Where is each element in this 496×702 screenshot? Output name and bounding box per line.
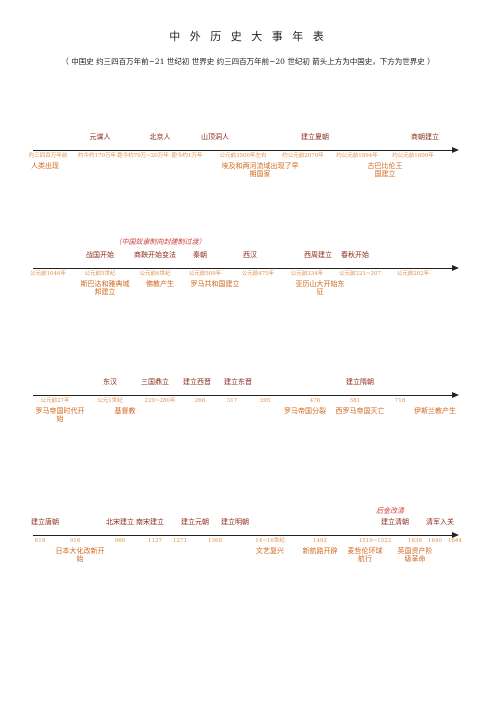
date: 公元前3500年左右 bbox=[219, 153, 267, 159]
period-note: （中国奴隶制向封建制过渡） bbox=[114, 238, 206, 246]
date: 1127 bbox=[148, 538, 162, 544]
world-event: 埃及和两河流域出现了早期国家 bbox=[221, 162, 299, 179]
world-event: 佛教产生 bbox=[146, 280, 174, 288]
china-event: 北宋建立 bbox=[106, 518, 134, 526]
china-event: 建立明朝 bbox=[221, 518, 249, 526]
china-event: 战国开始 bbox=[86, 251, 114, 259]
china-event: 建立唐朝 bbox=[31, 518, 59, 526]
world-event: 斯巴达和雅典城邦建立 bbox=[80, 280, 130, 297]
date: 1492 bbox=[313, 538, 327, 544]
china-event: 北京人 bbox=[149, 133, 171, 141]
china-event: 秦朝 bbox=[193, 251, 207, 259]
world-event: 日本大化改新开始 bbox=[55, 547, 105, 564]
china-event: 商鞅开始变法 bbox=[134, 251, 176, 259]
world-event: 亚历山大开始东征 bbox=[295, 280, 345, 297]
china-event: 商朝建立 bbox=[411, 133, 439, 141]
china-event: 东汉 bbox=[103, 378, 117, 386]
date: 公元前5世纪 bbox=[84, 271, 116, 277]
date: 317 bbox=[226, 398, 238, 404]
world-event: 西罗马帝国灭亡 bbox=[335, 407, 385, 415]
date: 220~280年 bbox=[144, 398, 176, 404]
date: 约公元前1894年 bbox=[336, 153, 378, 159]
date: 1640 bbox=[428, 538, 442, 544]
china-event: 建立东晋 bbox=[224, 378, 252, 386]
timeline-arrow bbox=[33, 147, 459, 153]
date: 1271 bbox=[173, 538, 187, 544]
date: 公元前1046年 bbox=[30, 271, 66, 277]
china-event: 三国鼎立 bbox=[141, 378, 169, 386]
world-event: 伊斯兰教产生 bbox=[414, 407, 456, 415]
date: 约公元前1600年 bbox=[392, 153, 434, 159]
date: 公元前202年 bbox=[396, 271, 430, 277]
world-event: 人类出现 bbox=[31, 162, 59, 170]
date: 1636 bbox=[408, 538, 422, 544]
date: 1644 bbox=[448, 538, 462, 544]
date: 公元1世纪 bbox=[97, 398, 123, 404]
date: 960 bbox=[114, 538, 126, 544]
period-note: 后金改清 bbox=[376, 507, 404, 515]
china-event: 建立夏朝 bbox=[301, 133, 329, 141]
date: 266 bbox=[194, 398, 206, 404]
timeline-arrow bbox=[33, 392, 459, 398]
china-event: 元谋人 bbox=[89, 133, 111, 141]
world-event: 罗马帝国分裂 bbox=[284, 407, 326, 415]
china-event: 西汉 bbox=[243, 251, 257, 259]
date: 916 bbox=[69, 538, 81, 544]
date: 1519~1522 bbox=[358, 538, 392, 544]
date: 约今约170万年 bbox=[78, 153, 116, 159]
china-event: 建立清朝 bbox=[381, 518, 409, 526]
title: 中 外 历 史 大 事 年 表 bbox=[169, 30, 327, 43]
date: 公元前509年 bbox=[188, 271, 222, 277]
timeline-arrow bbox=[33, 265, 459, 271]
world-event: 罗马帝国时代开始 bbox=[35, 407, 85, 424]
date: 公元前334年 bbox=[290, 271, 324, 277]
world-event: 新航路开辟 bbox=[302, 547, 338, 555]
date: 公元前27年 bbox=[40, 398, 70, 404]
world-event: 古巴比伦王国建立 bbox=[367, 162, 403, 179]
date: 618 bbox=[34, 538, 46, 544]
china-event: 春秋开始 bbox=[341, 251, 369, 259]
date: 395 bbox=[259, 398, 271, 404]
date: 公元前475年 bbox=[241, 271, 275, 277]
world-event: 麦哲伦环球航行 bbox=[347, 547, 383, 564]
china-event: 西周建立 bbox=[304, 251, 332, 259]
world-event: 文艺复兴 bbox=[256, 547, 284, 555]
date: 约三四百万年前 bbox=[28, 153, 68, 159]
date: 476 bbox=[309, 398, 321, 404]
china-event: 建立隋朝 bbox=[346, 378, 374, 386]
date: 718 bbox=[394, 398, 406, 404]
date: 1368 bbox=[208, 538, 222, 544]
china-event: 南宋建立 bbox=[136, 518, 164, 526]
date: 公元前6世纪 bbox=[139, 271, 171, 277]
world-event: 罗马共和国建立 bbox=[190, 280, 240, 288]
china-event: 建立西晋 bbox=[183, 378, 211, 386]
date: 距今约70万~20万年 bbox=[117, 153, 169, 159]
world-event: 英国资产阶级革命 bbox=[397, 547, 433, 564]
china-event: 山顶洞人 bbox=[201, 133, 229, 141]
china-event: 清军入关 bbox=[426, 518, 454, 526]
world-event: 基督教 bbox=[114, 407, 136, 415]
china-event: 建立元朝 bbox=[181, 518, 209, 526]
subtitle: （ 中国史 约三四百万年前~21 世纪初 世界史 约三四百万年前~20 世纪初 … bbox=[61, 57, 435, 66]
date: 距今约1万年 bbox=[171, 153, 203, 159]
date: 14~16世纪 bbox=[255, 538, 285, 544]
date: 581 bbox=[349, 398, 361, 404]
date: 公元前221~207 bbox=[338, 271, 382, 277]
timeline-arrow bbox=[33, 532, 459, 538]
date: 约公元前2070年 bbox=[282, 153, 324, 159]
